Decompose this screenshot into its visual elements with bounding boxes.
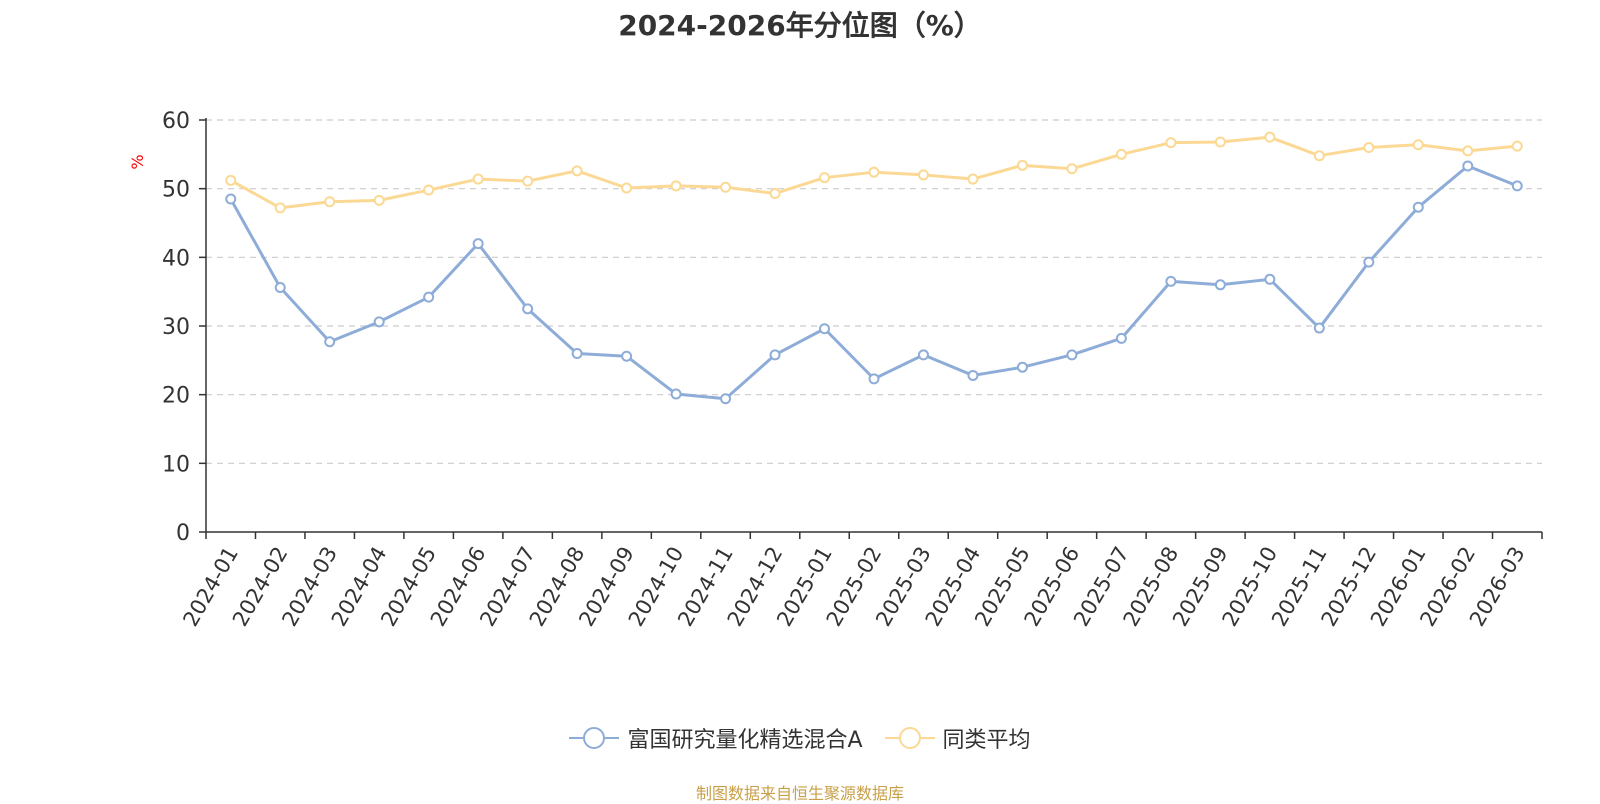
data-source-note: 制图数据来自恒生聚源数据库 [695, 784, 904, 803]
data-point[interactable] [324, 196, 336, 208]
series-line-0 [229, 164, 1518, 401]
data-point[interactable] [1412, 201, 1424, 213]
data-point[interactable] [769, 187, 781, 199]
data-point[interactable] [571, 165, 583, 177]
data-point[interactable] [868, 373, 880, 385]
data-point[interactable] [1115, 148, 1127, 160]
data-point[interactable] [819, 323, 831, 335]
y-tick-label: 60 [162, 109, 190, 134]
data-point[interactable] [720, 393, 732, 405]
data-point[interactable] [1214, 136, 1226, 148]
data-point[interactable] [1016, 159, 1028, 171]
data-point[interactable] [1165, 137, 1177, 149]
data-point[interactable] [522, 175, 534, 187]
data-point[interactable] [1511, 180, 1523, 192]
data-point[interactable] [1462, 145, 1474, 157]
data-point[interactable] [967, 173, 979, 185]
data-point[interactable] [720, 181, 732, 193]
data-point[interactable] [1313, 322, 1325, 334]
y-axis-label: % [128, 154, 147, 169]
chart-title: 2024-2026年分位图（%） [618, 9, 982, 42]
data-point[interactable] [373, 316, 385, 328]
data-point[interactable] [225, 193, 237, 205]
data-point[interactable] [472, 238, 484, 250]
data-point[interactable] [225, 174, 237, 186]
legend-line-circle-icon [569, 727, 620, 749]
data-point[interactable] [1066, 349, 1078, 361]
data-point[interactable] [1313, 150, 1325, 162]
data-point[interactable] [1412, 139, 1424, 151]
data-point[interactable] [1214, 279, 1226, 291]
legend-item-peer-average[interactable]: 同类平均 [884, 722, 1031, 754]
legend-label-fund: 富国研究量化精选混合A [627, 728, 863, 753]
data-point[interactable] [1016, 361, 1028, 373]
data-point[interactable] [1264, 131, 1276, 143]
data-point[interactable] [1165, 275, 1177, 287]
data-point[interactable] [571, 347, 583, 359]
legend-line-circle-icon [884, 727, 935, 749]
data-point[interactable] [274, 282, 286, 294]
data-point[interactable] [423, 291, 435, 303]
data-point[interactable] [868, 166, 880, 178]
y-tick-label: 40 [162, 246, 190, 271]
data-point[interactable] [522, 303, 534, 315]
y-tick-label: 50 [162, 178, 190, 203]
y-tick-label: 10 [162, 452, 190, 477]
data-point[interactable] [1115, 332, 1127, 344]
y-tick-label: 20 [162, 384, 190, 409]
y-tick-label: 0 [176, 521, 190, 546]
data-point[interactable] [819, 172, 831, 184]
data-point[interactable] [670, 180, 682, 192]
data-point[interactable] [621, 182, 633, 194]
data-point[interactable] [967, 369, 979, 381]
data-point[interactable] [1511, 140, 1523, 152]
data-point[interactable] [472, 173, 484, 185]
data-point[interactable] [373, 194, 385, 206]
data-point[interactable] [670, 388, 682, 400]
data-point[interactable] [1066, 163, 1078, 175]
data-point[interactable] [1363, 256, 1375, 268]
legend-item-fund[interactable]: 富国研究量化精选混合A [569, 722, 863, 754]
data-point[interactable] [769, 349, 781, 361]
y-tick-label: 30 [162, 315, 190, 340]
legend-label-peer-average: 同类平均 [942, 728, 1031, 753]
data-point[interactable] [324, 336, 336, 348]
data-point[interactable] [423, 184, 435, 196]
data-point[interactable] [621, 350, 633, 362]
legend: 富国研究量化精选混合A 同类平均 [0, 722, 1600, 754]
axes: 01020304050602024-012024-022024-032024-0… [162, 109, 1543, 630]
data-point[interactable] [1363, 141, 1375, 153]
data-point[interactable] [274, 202, 286, 214]
data-point[interactable] [917, 349, 929, 361]
series-lines [225, 131, 1523, 405]
data-point[interactable] [1264, 273, 1276, 285]
data-point[interactable] [917, 169, 929, 181]
data-point[interactable] [1462, 160, 1474, 172]
